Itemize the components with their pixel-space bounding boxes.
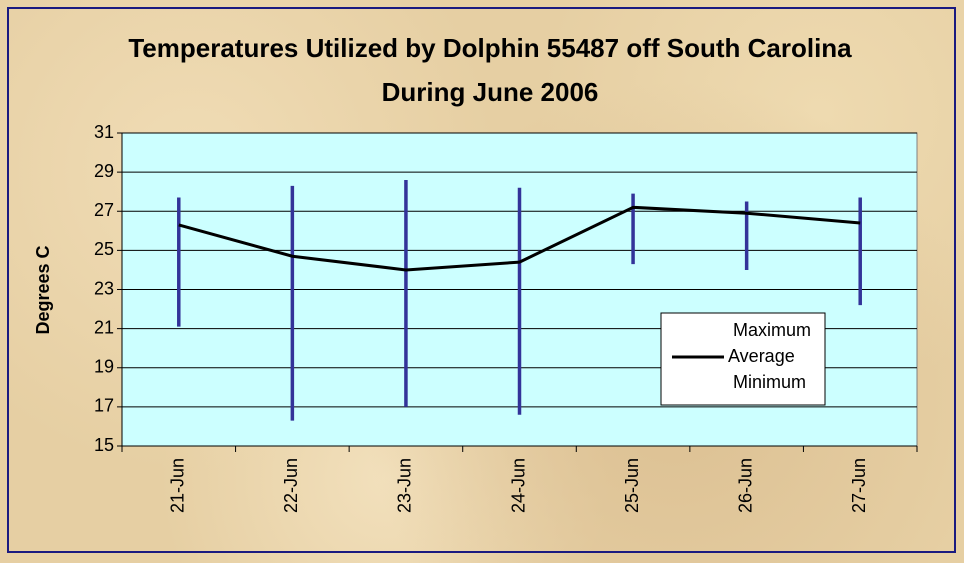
chart-frame bbox=[7, 7, 956, 553]
chart-title: Temperatures Utilized by Dolphin 55487 o… bbox=[128, 33, 852, 107]
average-line bbox=[178, 205, 861, 272]
y-tick-label: 15 bbox=[94, 435, 114, 455]
x-tick-label: 22-Jun bbox=[281, 458, 301, 513]
y-tick-label: 23 bbox=[94, 278, 114, 298]
y-tick-label: 31 bbox=[94, 122, 114, 142]
y-tick-label: 19 bbox=[94, 357, 114, 377]
y-tick-label: 27 bbox=[94, 200, 114, 220]
x-tick-label: 26-Jun bbox=[735, 458, 755, 513]
x-tick-label: 24-Jun bbox=[508, 458, 528, 513]
y-tick-label: 17 bbox=[94, 396, 114, 416]
y-axis-label: Degrees C bbox=[33, 245, 53, 334]
legend bbox=[660, 312, 826, 406]
y-tick-label: 21 bbox=[94, 317, 114, 337]
x-tick-label: 25-Jun bbox=[622, 458, 642, 513]
legend-label: Minimum bbox=[733, 372, 806, 392]
x-tick-label: 21-Jun bbox=[168, 458, 188, 513]
y-tick-label: 29 bbox=[94, 161, 114, 181]
legend-label: Average bbox=[728, 346, 795, 366]
x-tick-label: 23-Jun bbox=[395, 458, 415, 513]
y-tick-label: 25 bbox=[94, 239, 114, 259]
x-tick-label: 27-Jun bbox=[849, 458, 869, 513]
legend-label: Maximum bbox=[733, 320, 811, 340]
